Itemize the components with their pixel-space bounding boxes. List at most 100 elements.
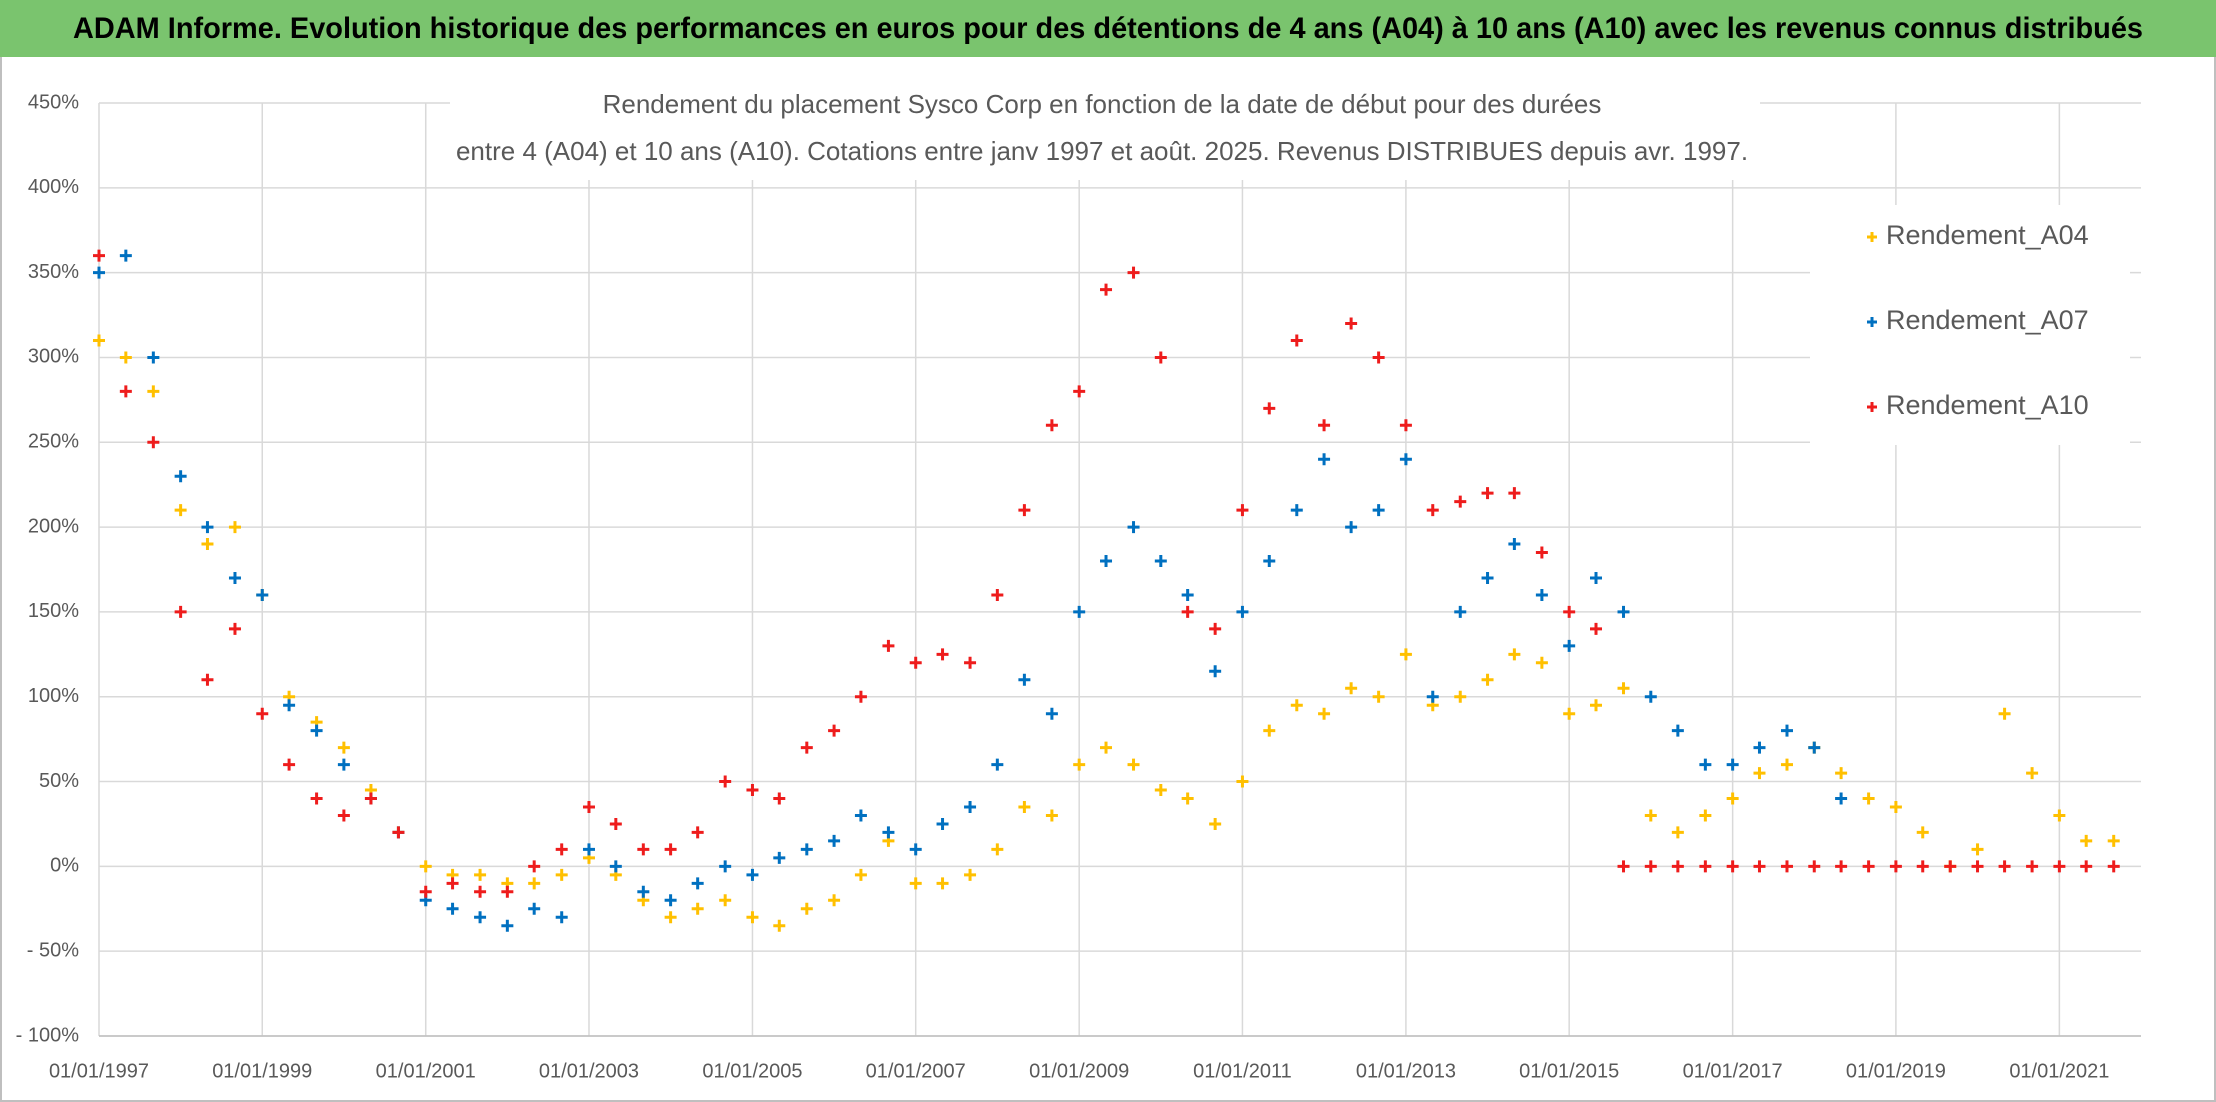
point — [283, 699, 296, 712]
point — [1808, 741, 1821, 754]
point — [1998, 860, 2011, 873]
point — [964, 656, 977, 669]
point — [1563, 707, 1576, 720]
point — [1726, 860, 1739, 873]
legend-label: Rendement_A10 — [1886, 390, 2089, 420]
point — [474, 911, 487, 924]
point — [1181, 605, 1194, 618]
point — [1100, 283, 1113, 296]
point — [2080, 860, 2093, 873]
point — [746, 868, 759, 881]
y-tick-label: 350% — [28, 261, 79, 283]
point — [1018, 673, 1031, 686]
x-tick-label: 01/01/2003 — [539, 1060, 639, 1082]
point — [1454, 605, 1467, 618]
point — [528, 860, 541, 873]
point — [1617, 605, 1630, 618]
point — [174, 504, 187, 517]
point — [1426, 504, 1439, 517]
x-tick-label: 01/01/2001 — [376, 1060, 476, 1082]
point — [1073, 758, 1086, 771]
point — [637, 885, 650, 898]
point — [310, 724, 323, 737]
point — [555, 911, 568, 924]
point — [773, 851, 786, 864]
point — [1263, 555, 1276, 568]
point — [1889, 800, 1902, 813]
point — [337, 809, 350, 822]
point — [1644, 860, 1657, 873]
point — [119, 249, 132, 262]
point — [1862, 860, 1875, 873]
point — [1426, 690, 1439, 703]
point — [909, 843, 922, 856]
y-tick-label: 250% — [28, 431, 79, 453]
point — [1835, 767, 1848, 780]
point — [1100, 741, 1113, 754]
point — [1563, 605, 1576, 618]
x-tick-label: 01/01/2017 — [1683, 1060, 1783, 1082]
point — [474, 885, 487, 898]
point — [1671, 860, 1684, 873]
point — [1345, 521, 1358, 534]
point — [1835, 860, 1848, 873]
point — [1236, 775, 1249, 788]
point — [1318, 707, 1331, 720]
legend-label: Rendement_A07 — [1886, 305, 2089, 335]
legend-marker — [1867, 402, 1877, 412]
point — [1808, 860, 1821, 873]
point — [828, 724, 841, 737]
point — [964, 868, 977, 881]
x-tick-label: 01/01/2007 — [866, 1060, 966, 1082]
y-tick-label: 300% — [28, 346, 79, 368]
point — [1971, 843, 1984, 856]
point — [1181, 588, 1194, 601]
point — [909, 656, 922, 669]
point — [991, 588, 1004, 601]
point — [1127, 758, 1140, 771]
point — [800, 902, 813, 915]
point — [1073, 385, 1086, 398]
point — [1073, 605, 1086, 618]
point — [664, 911, 677, 924]
point — [691, 826, 704, 839]
point — [93, 266, 105, 279]
point — [719, 860, 732, 873]
point — [1916, 860, 1929, 873]
point — [1726, 792, 1739, 805]
legend-marker — [1867, 232, 1877, 242]
point — [2053, 809, 2066, 822]
point — [1971, 860, 1984, 873]
point — [773, 792, 786, 805]
y-tick-label: 100% — [28, 685, 79, 707]
point — [446, 877, 459, 890]
point — [1998, 707, 2011, 720]
point — [1345, 682, 1358, 695]
point — [147, 436, 160, 449]
point — [1263, 402, 1276, 415]
point — [637, 843, 650, 856]
point — [419, 885, 432, 898]
point — [1699, 860, 1712, 873]
point — [1590, 699, 1602, 712]
point — [1671, 826, 1684, 839]
point — [2107, 834, 2120, 847]
point — [1889, 860, 1902, 873]
point — [446, 902, 459, 915]
x-tick-label: 01/01/1997 — [49, 1060, 149, 1082]
point — [392, 826, 405, 839]
point — [964, 800, 977, 813]
point — [1916, 826, 1929, 839]
point — [2026, 767, 2039, 780]
point — [1753, 860, 1766, 873]
point — [1045, 419, 1058, 432]
point — [1644, 809, 1657, 822]
point — [310, 792, 323, 805]
point — [1236, 605, 1249, 618]
point — [1318, 453, 1331, 466]
point — [909, 877, 922, 890]
legend — [1810, 205, 2130, 445]
point — [582, 800, 595, 813]
